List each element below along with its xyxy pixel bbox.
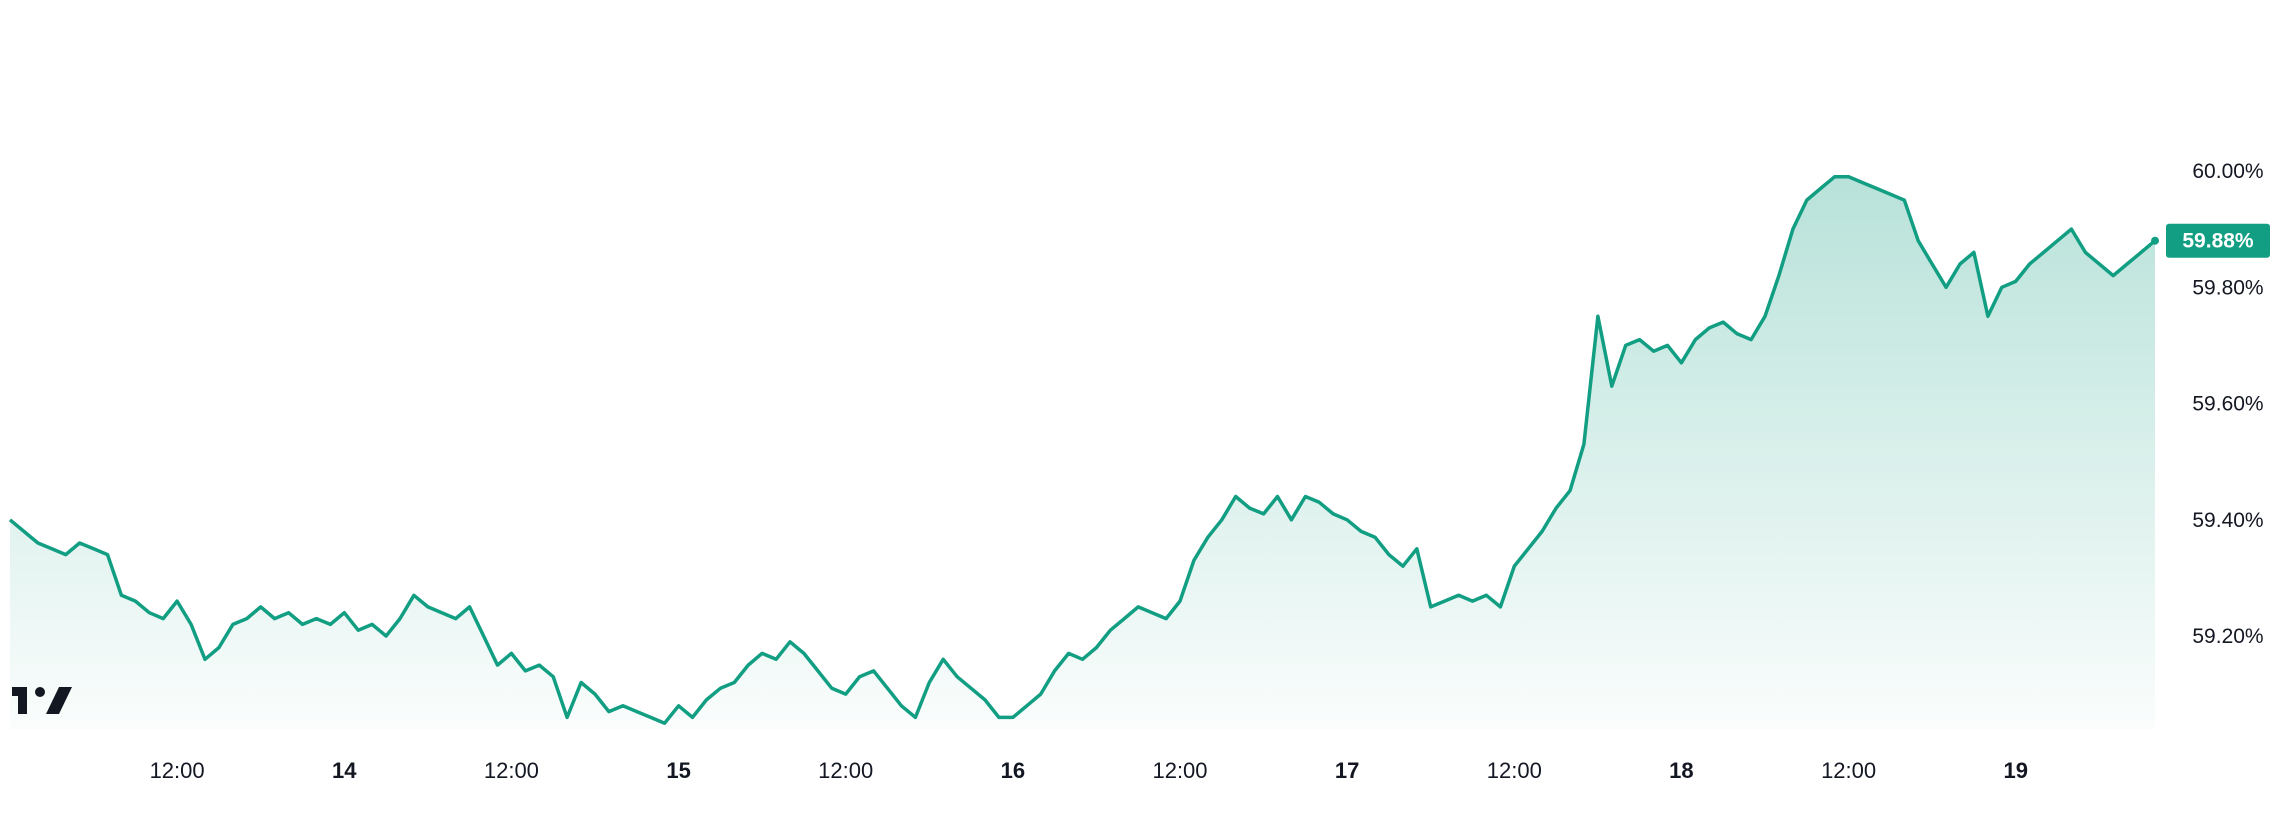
x-tick-label: 12:00 (484, 758, 539, 783)
x-tick-label: 12:00 (150, 758, 205, 783)
x-tick-label: 15 (666, 758, 690, 783)
area-fill-layer (10, 176, 2155, 730)
x-tick-label: 12:00 (1821, 758, 1876, 783)
x-tick-label: 18 (1669, 758, 1693, 783)
y-tick-label: 60.00% (2192, 160, 2263, 183)
y-tick-label: 59.60% (2192, 393, 2263, 416)
x-tick-label: 12:00 (1487, 758, 1542, 783)
y-tick-label: 59.20% (2192, 625, 2263, 648)
x-axis: 12:00 14 12:00 15 12:00 16 12:00 17 12:00 18 12:00… (150, 758, 2028, 783)
x-tick-label: 16 (1001, 758, 1025, 783)
x-tick-label: 19 (2003, 758, 2027, 783)
last-value-text: 59.88% (2182, 230, 2254, 253)
series-line-layer (8, 175, 2159, 725)
last-value-badge (2166, 223, 2270, 258)
y-axis: 60.00% 59.80% 59.60% 59.40% 59.20% (2192, 160, 2263, 648)
x-tick-label: 14 (332, 758, 357, 783)
last-value-label: 59.88% (2166, 223, 2270, 258)
series-area (10, 176, 2155, 730)
series-line (8, 175, 2157, 725)
x-tick-label: 12:00 (818, 758, 873, 783)
x-tick-label: 17 (1335, 758, 1359, 783)
series-end-point (2151, 236, 2159, 245)
y-tick-label: 59.40% (2192, 509, 2263, 532)
tradingview-logo[interactable] (12, 687, 72, 714)
y-tick-label: 59.80% (2192, 276, 2263, 299)
x-tick-label: 12:00 (1152, 758, 1207, 783)
